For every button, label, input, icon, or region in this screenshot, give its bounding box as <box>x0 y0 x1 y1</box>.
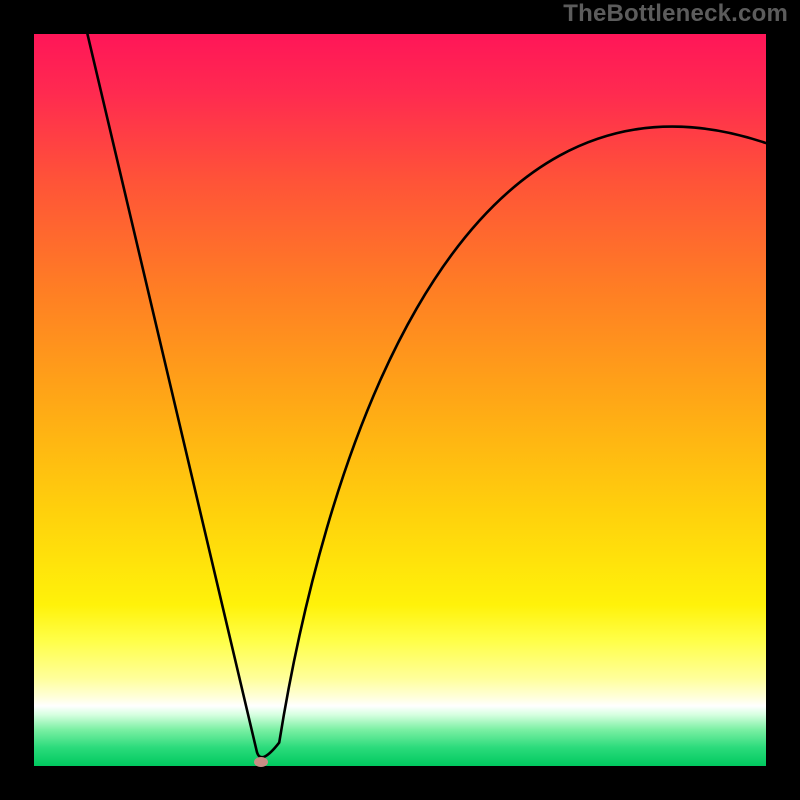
plot-area <box>34 34 766 766</box>
bottleneck-curve <box>34 34 766 766</box>
chart-root: TheBottleneck.com <box>0 0 800 800</box>
watermark-text: TheBottleneck.com <box>563 0 788 28</box>
